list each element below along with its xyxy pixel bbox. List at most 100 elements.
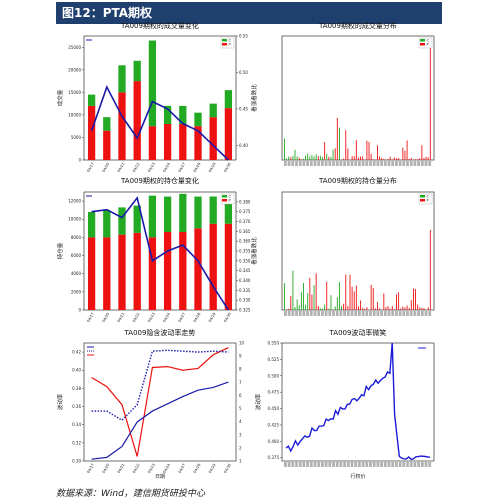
oi-distribution-bar-3 <box>290 296 292 310</box>
oi-distribution-xtick-14 <box>335 311 339 316</box>
volume-change-bar-call-3 <box>133 60 141 82</box>
oi-change-bar-call-3 <box>133 205 141 233</box>
vol-smile-xtick-7 <box>309 462 313 467</box>
oi-distribution-bar-4 <box>292 270 294 310</box>
oi-change-ytick-label-0: 0 <box>78 308 81 313</box>
oi-distribution-bar-15 <box>315 273 317 310</box>
volume-change-y2label: 看涨看跌比 <box>250 84 258 112</box>
oi-distribution-bar-57 <box>404 307 406 310</box>
volume-distribution-bar-66 <box>423 157 425 160</box>
vol-trend-ylabel: 波动率 <box>56 393 64 410</box>
oi-change-y2tick-label-2: 0.335 <box>239 288 251 293</box>
oi-distribution-bar-2 <box>288 308 290 310</box>
volume-distribution-bar-8 <box>300 159 302 160</box>
oi-distribution-bar-48 <box>385 307 387 310</box>
oi-change-ytick-label-2: 4000 <box>71 271 82 276</box>
volume-distribution-xtick-29 <box>391 161 395 166</box>
vol-smile-ytick-label-2: 0.425 <box>268 422 280 427</box>
volume-change-ytick-label-1: 5000 <box>71 135 82 140</box>
oi-change-ylabel: 持仓量 <box>56 242 64 259</box>
volume-distribution-xtick-11 <box>324 161 328 166</box>
oi-distribution-bar-14 <box>313 285 315 310</box>
volume-distribution-bar-6 <box>296 156 298 160</box>
oi-distribution-legend-box <box>418 193 433 205</box>
vol-smile-ytick-label-7: 0.550 <box>268 341 280 346</box>
vol-smile-xtick-17 <box>346 462 350 467</box>
vol-trend-ytick-label-6: 0.42 <box>72 350 81 355</box>
oi-change-xtick-label-1: 04/20 <box>102 311 111 323</box>
oi-change-legend-swatch-0 <box>222 195 227 198</box>
oi-change-xtick-label-8: 04/29 <box>208 311 217 323</box>
vol-smile-xtick-15 <box>339 462 343 467</box>
volume-distribution-bar-7 <box>298 157 300 160</box>
oi-distribution-bar-39 <box>366 307 368 310</box>
volume-change-xtick-label-9: 04/30 <box>223 161 232 173</box>
vol-smile-xtick-38 <box>424 462 428 467</box>
oi-distribution-frame <box>281 191 435 311</box>
oi-change-bar-put-3 <box>133 232 141 310</box>
oi-distribution-bar-13 <box>311 294 313 310</box>
volume-distribution-bar-39 <box>366 140 368 160</box>
volume-distribution-bar-45 <box>379 156 381 160</box>
volume-change-y2tick-label-2: 0.50 <box>239 70 248 75</box>
volume-distribution-xtick-24 <box>372 161 376 166</box>
oi-distribution-bar-30 <box>347 306 349 310</box>
oi-distribution-xtick-25 <box>376 311 380 316</box>
oi-distribution-xtick-22 <box>365 311 369 316</box>
oi-distribution-bar-60 <box>410 300 412 310</box>
volume-distribution-bar-59 <box>408 158 410 160</box>
volume-change-xtick-label-1: 04/20 <box>102 161 111 173</box>
oi-distribution-bar-16 <box>317 306 319 310</box>
volume-distribution-bar-36 <box>360 156 362 160</box>
oi-distribution-bar-6 <box>296 299 298 310</box>
volume-change-bar-put-3 <box>133 81 141 160</box>
oi-change-y2tick-label-7: 0.360 <box>239 239 251 244</box>
volume-distribution-bar-42 <box>372 159 374 160</box>
volume-change-bar-put-0 <box>87 105 96 160</box>
oi-distribution-xtick-24 <box>372 311 376 316</box>
oi-change-bar-call-8 <box>209 196 217 224</box>
volume-distribution-bar-60 <box>410 157 412 160</box>
volume-change-bar-call-1 <box>103 117 111 131</box>
oi-distribution-xtick-30 <box>395 311 398 316</box>
oi-distribution-bar-28 <box>343 303 345 310</box>
volume-change-bar-call-7 <box>194 112 202 127</box>
volume-distribution-xtick-5 <box>302 161 306 166</box>
volume-change-legend-swatch-0 <box>222 39 227 42</box>
volume-distribution-xtick-9 <box>317 161 321 166</box>
vol-trend-title: TA009隐含波动率走势 <box>124 328 196 337</box>
volume-distribution-bar-32 <box>351 156 353 160</box>
volume-distribution-xtick-36 <box>417 161 420 166</box>
oi-distribution-bar-17 <box>319 308 321 310</box>
volume-change-bar-put-9 <box>224 108 233 160</box>
vol-trend-ytick-label-4: 0.38 <box>72 386 81 391</box>
volume-distribution-xtick-15 <box>339 161 343 166</box>
vol-smile-xtick-2 <box>291 462 295 467</box>
oi-change-xtick-label-7: 04/28 <box>193 311 202 323</box>
vol-smile-xtick-6 <box>306 462 309 467</box>
oi-change-bar-put-9 <box>224 223 233 310</box>
volume-distribution-xtick-20 <box>358 161 361 166</box>
volume-distribution-bar-11 <box>307 153 309 160</box>
volume-distribution-bar-54 <box>398 158 400 160</box>
source-note: 数据来源：Wind，建信期货研投中心 <box>56 489 205 499</box>
vol-smile-xtick-11 <box>324 462 328 467</box>
vol-smile-xtick-8 <box>313 462 317 467</box>
vol-trend-y2tick-label-0: 1 <box>239 459 242 464</box>
volume-distribution-bar-20 <box>326 153 328 160</box>
vol-smile-xtick-35 <box>413 462 417 467</box>
oi-change-bar-put-5 <box>163 231 172 310</box>
oi-distribution-bar-8 <box>300 291 302 310</box>
oi-distribution-xtick-39 <box>428 311 432 316</box>
volume-distribution-legend-label-0: C <box>427 39 430 43</box>
oi-distribution-bar-12 <box>309 277 311 310</box>
oi-distribution-xtick-27 <box>383 311 387 316</box>
oi-distribution-bar-34 <box>355 285 357 310</box>
volume-distribution-xtick-10 <box>321 161 324 166</box>
oi-distribution-bar-45 <box>379 308 381 310</box>
volume-distribution-xtick-13 <box>332 161 335 166</box>
oi-change-xtick-label-3: 04/22 <box>132 312 141 323</box>
vol-trend-xtick-label-1: 04/20 <box>102 462 111 474</box>
oi-distribution-bar-66 <box>423 308 425 310</box>
volume-distribution-xtick-14 <box>335 161 339 166</box>
